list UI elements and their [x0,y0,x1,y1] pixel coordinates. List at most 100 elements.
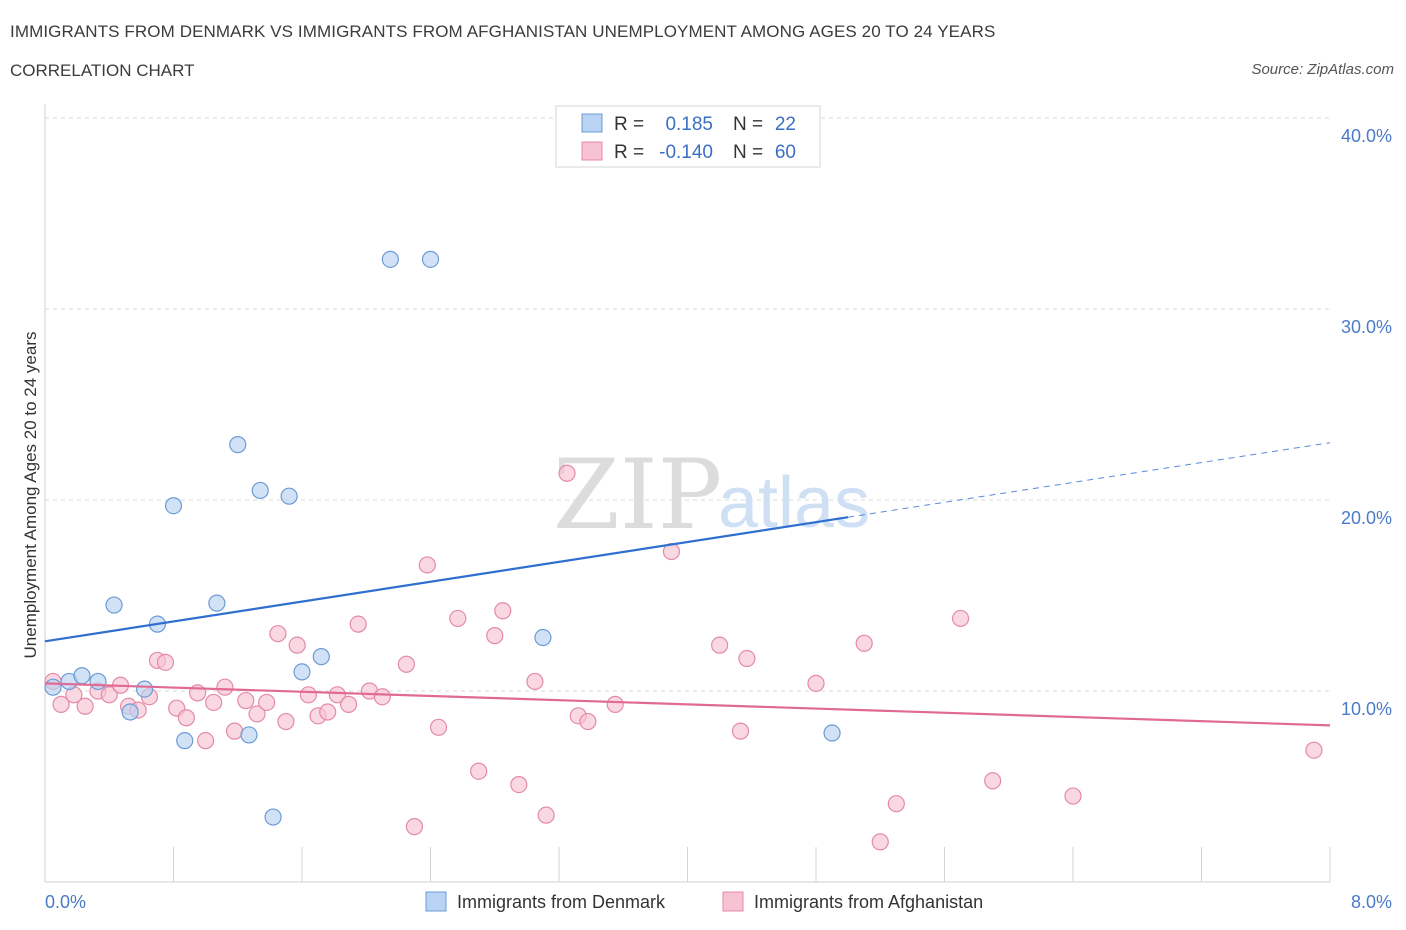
x-tick-label-max: 8.0% [1351,892,1392,912]
y-tick-label: 10.0% [1341,699,1392,719]
legend-r-label-afghanistan: R = [614,142,644,163]
point-denmark [164,497,183,515]
trend-line-denmark-extension [848,442,1331,518]
x-tick-label-min: 0.0% [45,892,86,912]
axes [44,104,1331,883]
point-afghanistan [537,806,555,824]
point-afghanistan [269,625,287,643]
point-afghanistan [738,649,756,668]
legend-r-value-afghanistan: -0.140 [659,142,713,163]
point-afghanistan [225,722,244,740]
point-afghanistan [373,688,391,706]
point-afghanistan [429,718,448,736]
point-denmark [534,628,552,647]
tick-labels: 10.0% 20.0% 30.0% 40.0% 0.0% 8.0% [45,126,1392,912]
point-denmark [208,594,226,612]
point-afghanistan [397,655,416,673]
point-afghanistan [349,615,367,633]
point-denmark [89,672,107,691]
point-afghanistan [951,609,970,628]
point-denmark [121,703,139,721]
point-denmark [229,436,247,454]
bottom-legend-label-denmark: Immigrants from Denmark [457,892,666,912]
point-afghanistan [216,678,234,696]
point-afghanistan [205,693,223,712]
point-afghanistan [731,722,750,740]
point-denmark [44,678,62,696]
point-afghanistan [1064,787,1082,805]
legend-swatch-afghanistan [581,141,603,161]
legend-n-value-denmark: 22 [775,114,796,135]
point-denmark [135,680,154,698]
point-afghanistan [299,686,318,704]
point-denmark [293,663,311,681]
point-denmark [421,250,440,268]
point-afghanistan [1305,741,1323,759]
point-afghanistan [579,712,597,731]
point-denmark [73,667,91,685]
point-afghanistan [339,695,358,713]
legend-r-label-denmark: R = [614,114,644,135]
point-afghanistan [711,636,729,654]
point-afghanistan [258,693,276,712]
point-afghanistan [288,636,306,654]
point-denmark [105,596,123,614]
data-points [44,250,1323,851]
watermark: ZIP atlas [553,439,870,551]
point-denmark [264,808,282,826]
trend-lines [44,442,1331,727]
y-tick-label: 20.0% [1341,508,1392,528]
chart-subtitle: CORRELATION CHART [10,61,195,80]
point-afghanistan [526,672,544,691]
point-denmark [280,487,298,505]
point-afghanistan [855,634,873,652]
chart-title: IMMIGRANTS FROM DENMARK VS IMMIGRANTS FR… [10,22,996,41]
point-afghanistan [100,686,118,704]
point-afghanistan [887,795,905,813]
source-credit: Source: ZipAtlas.com [1251,61,1394,78]
point-denmark [381,250,399,268]
point-afghanistan [156,653,175,671]
watermark-atlas: atlas [718,463,870,543]
legend-r-value-denmark: 0.185 [665,114,713,135]
point-afghanistan [486,627,504,645]
point-afghanistan [510,775,528,794]
point-denmark [312,648,330,666]
gridlines [45,117,1330,692]
bottom-legend-swatch-afghanistan [722,891,744,912]
point-afghanistan [405,818,424,836]
watermark-zip: ZIP [553,439,722,551]
point-afghanistan [558,464,576,482]
point-afghanistan [237,691,255,710]
bottom-legend-swatch-denmark [425,891,447,912]
legend-n-label-afghanistan: N = [733,142,763,163]
point-afghanistan [177,709,195,727]
point-afghanistan [807,674,825,692]
point-afghanistan [319,703,337,721]
point-afghanistan [449,609,467,628]
y-tick-label: 30.0% [1341,317,1392,337]
point-afghanistan [248,705,266,723]
point-afghanistan [606,695,624,713]
point-denmark [240,726,258,744]
top-legend: R = 0.185 N = 22 R = -0.140 N = 60 [555,105,821,168]
trend-line-denmark [44,516,849,643]
point-denmark [176,732,194,750]
legend-n-value-afghanistan: 60 [775,142,796,163]
bottom-legend-label-afghanistan: Immigrants from Afghanistan [754,892,983,912]
point-denmark [251,481,269,500]
point-afghanistan [328,686,346,704]
point-afghanistan [52,695,70,713]
legend-swatch-denmark [581,113,603,133]
point-afghanistan [197,732,215,750]
y-tick-label: 40.0% [1341,126,1392,146]
point-afghanistan [871,833,889,851]
point-afghanistan [76,697,94,715]
point-afghanistan [418,556,436,574]
trend-line-afghanistan [44,682,1331,727]
point-denmark [823,724,841,742]
point-afghanistan [470,762,488,780]
y-axis-title: Unemployment Among Ages 20 to 24 years [21,332,40,659]
point-afghanistan [984,772,1002,790]
